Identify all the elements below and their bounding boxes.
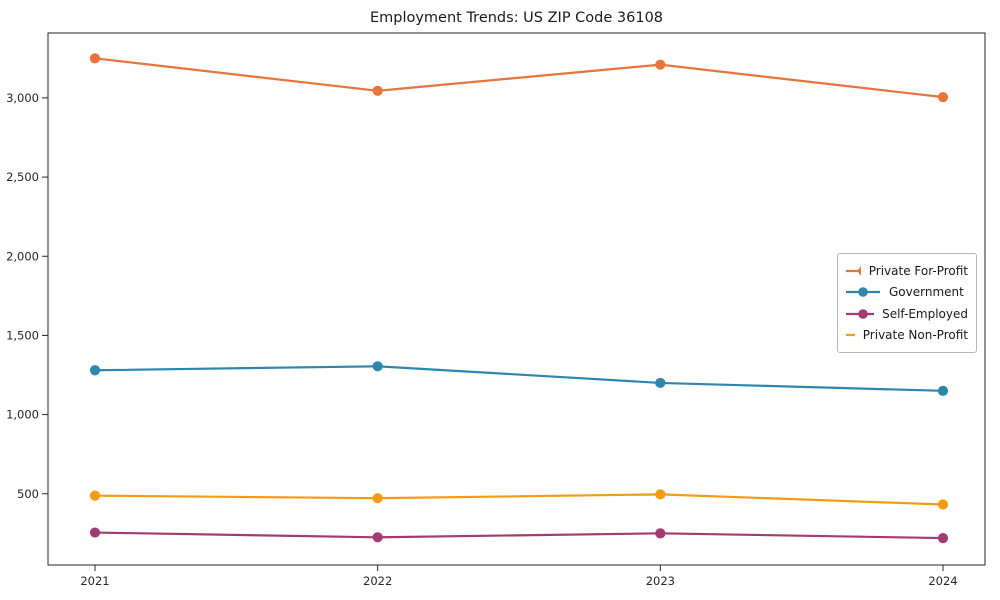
data-point-self-employed	[89, 527, 101, 538]
x-tick-label: 2024	[928, 574, 957, 588]
y-tick-label: 2,500	[6, 170, 39, 184]
y-tick-label: 500	[17, 487, 39, 501]
data-point-private-for-profit	[372, 85, 383, 96]
legend-item: Self-Employed	[845, 303, 968, 325]
legend-marker-icon	[846, 266, 861, 275]
y-tick-label: 3,000	[6, 91, 39, 105]
y-tick-label: 1,500	[6, 328, 39, 342]
legend-item: Private Non-Profit	[845, 325, 968, 347]
data-point-self-employed	[372, 532, 383, 543]
legend-marker-icon	[846, 334, 855, 337]
legend-label: Government	[889, 285, 964, 300]
series-line-private-for-profit	[94, 57, 944, 99]
data-point-private-non-profit	[655, 489, 666, 500]
legend-label: Private Non-Profit	[862, 328, 968, 343]
series-line-private-non-profit	[94, 493, 944, 506]
legend-label: Private For-Profit	[868, 263, 968, 278]
y-tick-label: 2,000	[6, 249, 39, 263]
data-point-government	[655, 377, 666, 389]
data-point-government	[937, 385, 949, 396]
data-point-government	[89, 365, 101, 376]
chart-legend: Private For-Profit Government Self-Employe…	[837, 253, 977, 353]
data-point-private-non-profit	[89, 490, 101, 501]
legend-marker-icon	[846, 287, 880, 298]
chart-title: Employment Trends: US ZIP Code 36108	[369, 10, 664, 26]
data-point-self-employed	[655, 528, 666, 539]
legend-item: Private For-Profit	[845, 260, 968, 282]
data-point-private-non-profit	[372, 493, 383, 504]
data-point-private-non-profit	[937, 499, 949, 510]
data-point-government	[372, 361, 383, 372]
legend-label: Self-Employed	[882, 306, 968, 321]
data-point-private-for-profit	[655, 59, 666, 70]
plot-border	[47, 32, 986, 566]
y-tick-label: 1,000	[6, 408, 39, 422]
data-point-private-for-profit	[937, 92, 949, 103]
series-line-self-employed	[94, 531, 944, 540]
x-tick-label: 2023	[646, 574, 675, 588]
legend-item: Government	[845, 282, 968, 304]
data-point-private-for-profit	[89, 53, 101, 64]
x-tick-label: 2021	[80, 574, 109, 588]
legend-marker-icon	[846, 308, 875, 319]
x-tick-label: 2022	[363, 574, 392, 588]
data-point-self-employed	[937, 532, 949, 544]
series-line-government	[94, 365, 944, 392]
